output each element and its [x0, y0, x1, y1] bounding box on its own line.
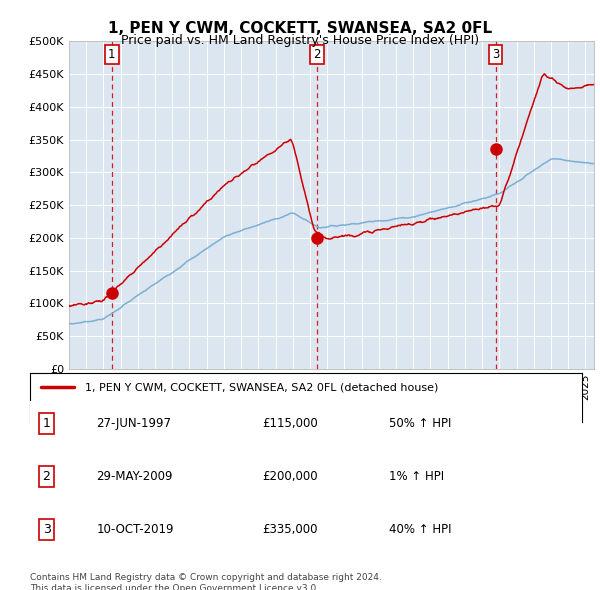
Text: 1: 1 — [108, 48, 116, 61]
Text: HPI: Average price, detached house, Swansea: HPI: Average price, detached house, Swan… — [85, 405, 341, 415]
Text: 29-MAY-2009: 29-MAY-2009 — [96, 470, 173, 483]
Text: 27-JUN-1997: 27-JUN-1997 — [96, 417, 171, 430]
Text: £115,000: £115,000 — [262, 417, 317, 430]
Text: 1, PEN Y CWM, COCKETT, SWANSEA, SA2 0FL: 1, PEN Y CWM, COCKETT, SWANSEA, SA2 0FL — [108, 21, 492, 35]
Text: 50% ↑ HPI: 50% ↑ HPI — [389, 417, 451, 430]
Text: £335,000: £335,000 — [262, 523, 317, 536]
Text: 3: 3 — [492, 48, 499, 61]
Text: 3: 3 — [43, 523, 50, 536]
Text: 1: 1 — [43, 417, 50, 430]
Text: 40% ↑ HPI: 40% ↑ HPI — [389, 523, 451, 536]
Text: Price paid vs. HM Land Registry's House Price Index (HPI): Price paid vs. HM Land Registry's House … — [121, 34, 479, 47]
Text: Contains HM Land Registry data © Crown copyright and database right 2024.
This d: Contains HM Land Registry data © Crown c… — [30, 573, 382, 590]
Text: 1% ↑ HPI: 1% ↑ HPI — [389, 470, 444, 483]
Text: £200,000: £200,000 — [262, 470, 317, 483]
Text: 2: 2 — [43, 470, 50, 483]
Text: 2: 2 — [313, 48, 321, 61]
Text: 10-OCT-2019: 10-OCT-2019 — [96, 523, 174, 536]
Text: 1, PEN Y CWM, COCKETT, SWANSEA, SA2 0FL (detached house): 1, PEN Y CWM, COCKETT, SWANSEA, SA2 0FL … — [85, 382, 439, 392]
